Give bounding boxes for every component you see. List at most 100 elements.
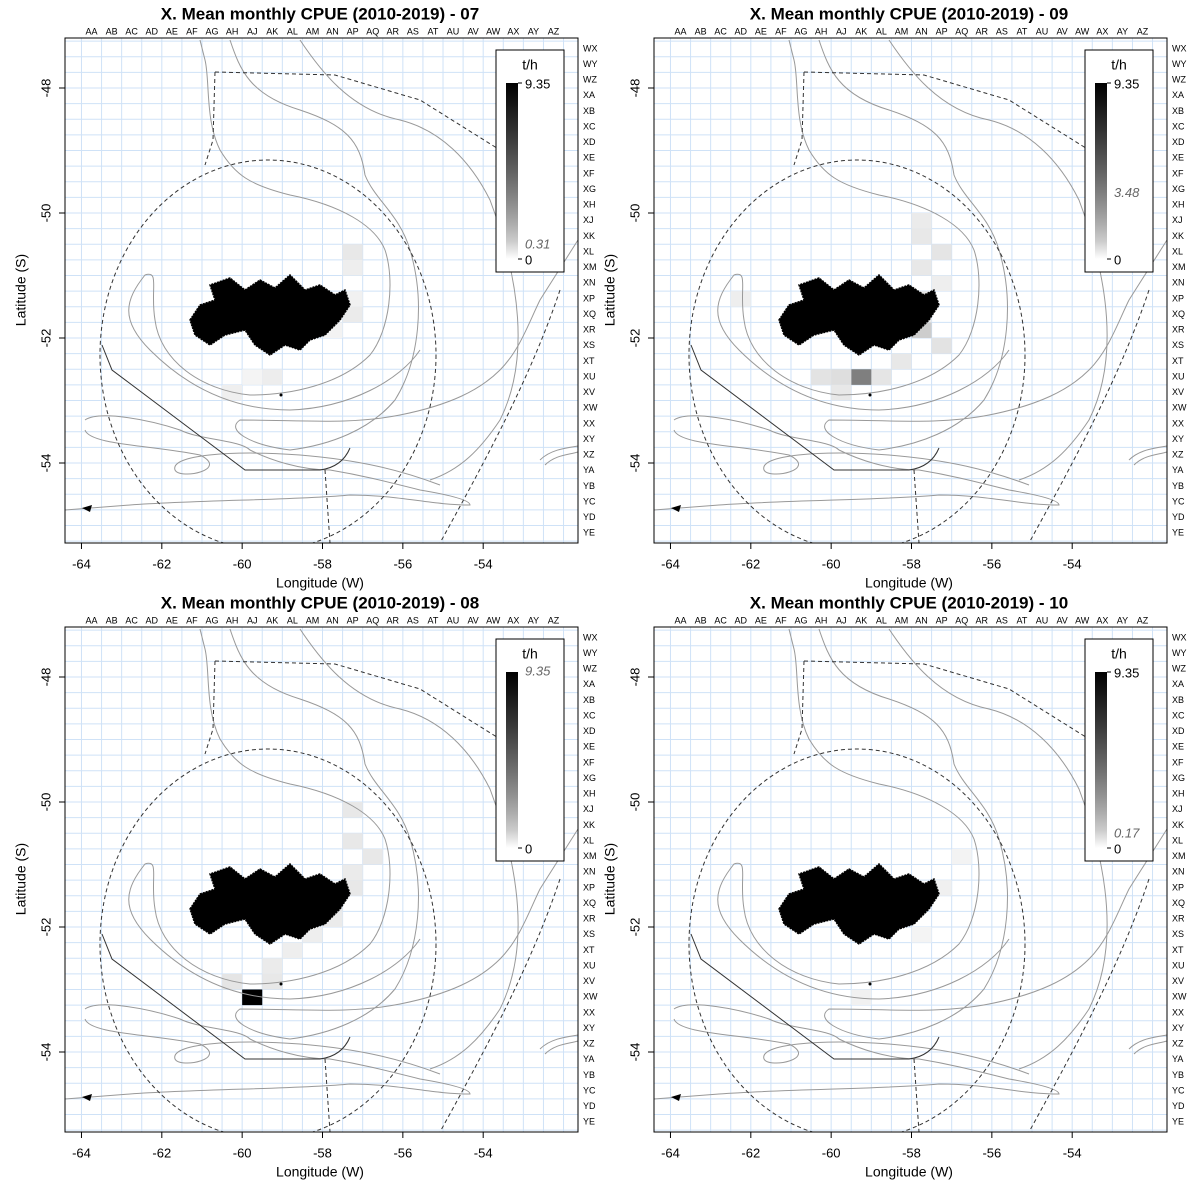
x-tick-label: -58 xyxy=(313,556,332,571)
plot-frame xyxy=(64,37,579,544)
column-label: AW xyxy=(1075,615,1090,625)
y-tick-label: -54 xyxy=(627,454,642,473)
column-label: AT xyxy=(1017,26,1028,36)
colorbar xyxy=(506,672,518,848)
row-label: WY xyxy=(583,648,598,658)
column-label: AV xyxy=(1056,615,1067,625)
row-label: XR xyxy=(583,325,596,335)
x-tick-label: -56 xyxy=(393,1145,412,1160)
column-label: AS xyxy=(407,615,419,625)
column-label: AP xyxy=(347,615,359,625)
row-label: XQ xyxy=(583,898,596,908)
row-label: XC xyxy=(583,121,596,131)
cpue-cell xyxy=(342,306,363,323)
column-label: AE xyxy=(166,26,178,36)
column-label: AT xyxy=(428,615,439,625)
column-label: AT xyxy=(428,26,439,36)
column-label: AW xyxy=(486,615,501,625)
cpue-cell xyxy=(931,244,952,260)
row-label: WY xyxy=(1172,59,1187,69)
y-axis-label: Latitude (S) xyxy=(13,843,29,915)
row-label: XA xyxy=(583,90,595,100)
column-label: AY xyxy=(1117,615,1128,625)
row-label: XG xyxy=(1172,184,1185,194)
column-label: AR xyxy=(387,615,400,625)
column-label: AQ xyxy=(955,615,968,625)
colorbar xyxy=(1095,672,1107,848)
cpue-cell xyxy=(730,291,751,307)
row-label: XM xyxy=(1172,262,1186,272)
column-label: AU xyxy=(447,26,460,36)
column-label: AW xyxy=(1075,26,1090,36)
row-label: XR xyxy=(1172,914,1185,924)
row-label: XC xyxy=(1172,710,1185,720)
row-label: XS xyxy=(583,929,595,939)
x-tick-label: -64 xyxy=(72,556,91,571)
row-label: XK xyxy=(1172,820,1184,830)
column-label: AV xyxy=(467,26,478,36)
x-tick-label: -64 xyxy=(661,556,680,571)
row-label: XX xyxy=(1172,1007,1184,1017)
x-axis-label: Longitude (W) xyxy=(276,575,364,591)
row-label: XL xyxy=(583,246,594,256)
row-label: XS xyxy=(583,340,595,350)
x-tick-label: -58 xyxy=(902,556,921,571)
column-label: AX xyxy=(507,26,519,36)
cpue-cell xyxy=(891,353,912,370)
column-label: AA xyxy=(675,615,687,625)
row-label: XW xyxy=(1172,992,1187,1002)
row-label: XW xyxy=(583,992,598,1002)
row-label: XH xyxy=(1172,789,1185,799)
cpue-cell xyxy=(262,958,283,974)
column-label: AJ xyxy=(247,615,258,625)
column-label: AD xyxy=(146,615,159,625)
column-label: AZ xyxy=(548,615,560,625)
legend-title: t/h xyxy=(1111,646,1127,662)
row-label: XS xyxy=(1172,340,1184,350)
x-tick-label: -60 xyxy=(822,556,841,571)
column-label: AK xyxy=(855,26,867,36)
x-tick-label: -64 xyxy=(661,1145,680,1160)
row-label: XU xyxy=(583,960,596,970)
column-label: AU xyxy=(447,615,460,625)
column-label: AX xyxy=(507,615,519,625)
row-label: XT xyxy=(583,945,595,955)
row-label: XF xyxy=(1172,168,1184,178)
cpue-cell xyxy=(911,927,932,943)
column-label: AD xyxy=(735,615,748,625)
row-label: XD xyxy=(1172,137,1185,147)
colorbar xyxy=(506,83,518,259)
column-label: AM xyxy=(306,26,320,36)
row-label: XU xyxy=(583,371,596,381)
y-tick-label: -52 xyxy=(38,918,53,937)
row-label: XV xyxy=(1172,976,1184,986)
row-label: XJ xyxy=(583,804,594,814)
row-label: XY xyxy=(1172,1023,1184,1033)
row-label: XJ xyxy=(1172,215,1183,225)
legend-title: t/h xyxy=(1111,57,1127,73)
cpue-cell xyxy=(342,833,363,849)
row-label: XA xyxy=(1172,679,1184,689)
row-label: XQ xyxy=(583,309,596,319)
column-label: AT xyxy=(1017,615,1028,625)
plot-frame xyxy=(653,626,1168,1133)
column-label: AC xyxy=(125,26,138,36)
row-label: XY xyxy=(1172,434,1184,444)
row-label: YA xyxy=(583,1054,594,1064)
column-label: AU xyxy=(1036,26,1049,36)
row-label: XP xyxy=(583,293,595,303)
row-label: XE xyxy=(583,742,595,752)
y-axis-label: Latitude (S) xyxy=(602,843,618,915)
row-label: WZ xyxy=(1172,664,1186,674)
row-label: XM xyxy=(583,851,597,861)
x-tick-label: -58 xyxy=(313,1145,332,1160)
column-label: AF xyxy=(775,615,787,625)
row-label: XB xyxy=(583,695,595,705)
row-label: XD xyxy=(583,726,596,736)
row-label: XV xyxy=(583,387,595,397)
x-tick-label: -54 xyxy=(474,1145,493,1160)
row-label: XP xyxy=(1172,882,1184,892)
row-label: XV xyxy=(1172,387,1184,397)
map-panel: AA AB AC AD AE AF AG AH AJ AK AL AM AN AP AQ AR AS AT AU AV… xyxy=(602,593,1187,1179)
colorbar-tick-label: 0 xyxy=(1114,252,1121,267)
